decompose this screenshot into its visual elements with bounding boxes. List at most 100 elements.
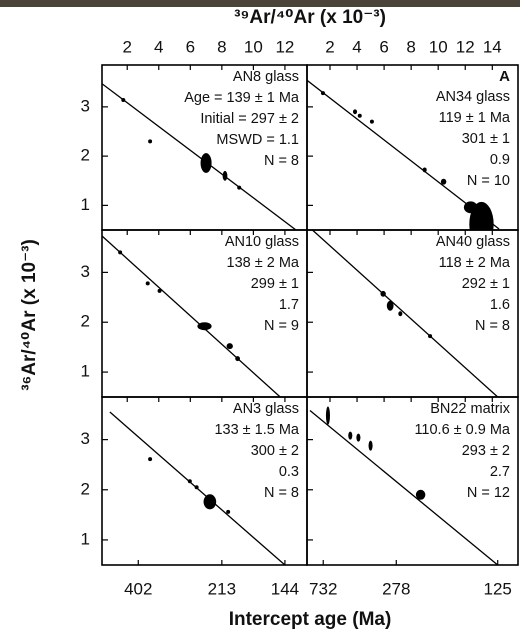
annotation: BN22 matrix [430, 401, 511, 417]
data-point [197, 322, 212, 331]
data-point [348, 431, 353, 440]
annotation: AN34 glass [436, 89, 510, 105]
data-point [440, 178, 447, 185]
panel-frame [306, 396, 519, 566]
annotation: 1.6 [490, 297, 510, 313]
isochron-line [309, 410, 499, 565]
annotation: 301 ± 1 [462, 131, 510, 147]
age-axis-title: Intercept age (Ma) [229, 609, 392, 630]
annotation: MSWD = 1.1 [216, 132, 299, 148]
data-point [386, 300, 394, 311]
data-point [203, 494, 217, 510]
data-point [222, 170, 228, 181]
annotation: 118 ± 2 Ma [439, 255, 511, 271]
data-point [352, 109, 358, 115]
x-tick-label: 4 [352, 37, 361, 56]
panel [102, 83, 297, 230]
data-point [194, 485, 199, 490]
data-point [145, 281, 150, 286]
y-tick-label: 1 [81, 362, 90, 381]
data-point [415, 489, 426, 500]
x-tick-label: 6 [379, 37, 388, 56]
annotation: 299 ± 1 [251, 276, 299, 292]
data-point [398, 311, 403, 317]
data-point [226, 343, 233, 350]
panel [309, 406, 499, 565]
annotation: 292 ± 1 [462, 276, 510, 292]
y-tick-label: 3 [81, 96, 90, 115]
data-point [187, 479, 192, 484]
y-tick-label: 1 [81, 529, 90, 548]
data-point [380, 290, 386, 297]
x-tick-label: 6 [186, 37, 195, 56]
data-point [357, 113, 362, 118]
x-tick-label: 12 [275, 37, 294, 56]
data-point [226, 509, 231, 514]
annotation: AN8 glass [233, 69, 299, 85]
x-axis-title: ³⁹Ar/⁴⁰Ar (x 10⁻³) [234, 7, 386, 28]
data-point [118, 250, 123, 255]
y-tick-label: 2 [81, 312, 90, 331]
annotation: 2.7 [490, 464, 510, 480]
annotation: N = 9 [264, 318, 299, 334]
annotation: N = 10 [467, 173, 510, 189]
data-point [121, 97, 126, 102]
annotation: AN40 glass [436, 234, 510, 250]
x-tick-label: 14 [483, 37, 502, 56]
data-point [356, 433, 361, 442]
y-tick-label: 2 [81, 479, 90, 498]
annotation: N = 12 [467, 485, 510, 501]
panel [311, 230, 499, 397]
photo-strip [0, 0, 520, 7]
annotation: 119 ± 1 Ma [439, 110, 511, 126]
annotation: 138 ± 2 Ma [227, 255, 300, 271]
data-point [235, 356, 240, 362]
y-axis-title: ³⁶Ar/⁴⁰Ar (x 10⁻³) [19, 239, 40, 391]
x-tick-label: 12 [456, 37, 475, 56]
data-point [325, 406, 330, 425]
x-tick-label: 10 [244, 37, 263, 56]
annotation: Initial = 297 ± 2 [200, 111, 299, 127]
age-tick-label: 402 [124, 579, 152, 598]
annotation: AN3 glass [233, 401, 299, 417]
isochron-line [311, 230, 499, 397]
data-point [422, 167, 427, 173]
annotation: AN10 glass [225, 234, 299, 250]
data-point [320, 91, 325, 96]
isochron-line [102, 235, 281, 397]
x-tick-label: 8 [217, 37, 226, 56]
data-point [237, 185, 242, 190]
age-tick-label: 278 [382, 579, 410, 598]
x-tick-label: 2 [325, 37, 334, 56]
annotation: 0.3 [279, 464, 299, 480]
annotation: 133 ± 1.5 Ma [214, 422, 299, 438]
data-point [157, 288, 162, 293]
x-tick-label: 2 [122, 37, 131, 56]
annotation: 110.6 ± 0.9 Ma [414, 422, 510, 438]
data-point [428, 334, 433, 339]
data-point [148, 457, 153, 462]
age-tick-label: 144 [271, 579, 299, 598]
annotation: N = 8 [475, 318, 510, 334]
annotation: 300 ± 2 [251, 443, 299, 459]
data-point [148, 139, 153, 144]
panel-letter: A [499, 68, 510, 85]
data-point [200, 153, 212, 173]
panel [307, 79, 500, 230]
annotation: N = 8 [264, 485, 299, 501]
x-tick-label: 4 [154, 37, 163, 56]
x-tick-label: 10 [429, 37, 448, 56]
annotation: N = 8 [264, 153, 299, 169]
x-tick-label: 8 [406, 37, 415, 56]
y-tick-label: 1 [81, 195, 90, 214]
data-point [368, 440, 373, 451]
y-tick-label: 3 [81, 262, 90, 281]
age-tick-label: 125 [484, 579, 512, 598]
y-tick-label: 2 [81, 146, 90, 165]
data-point [369, 119, 374, 124]
age-tick-label: 732 [309, 579, 337, 598]
isochron-line [102, 83, 297, 230]
annotation: Age = 139 ± 1 Ma [184, 90, 300, 106]
